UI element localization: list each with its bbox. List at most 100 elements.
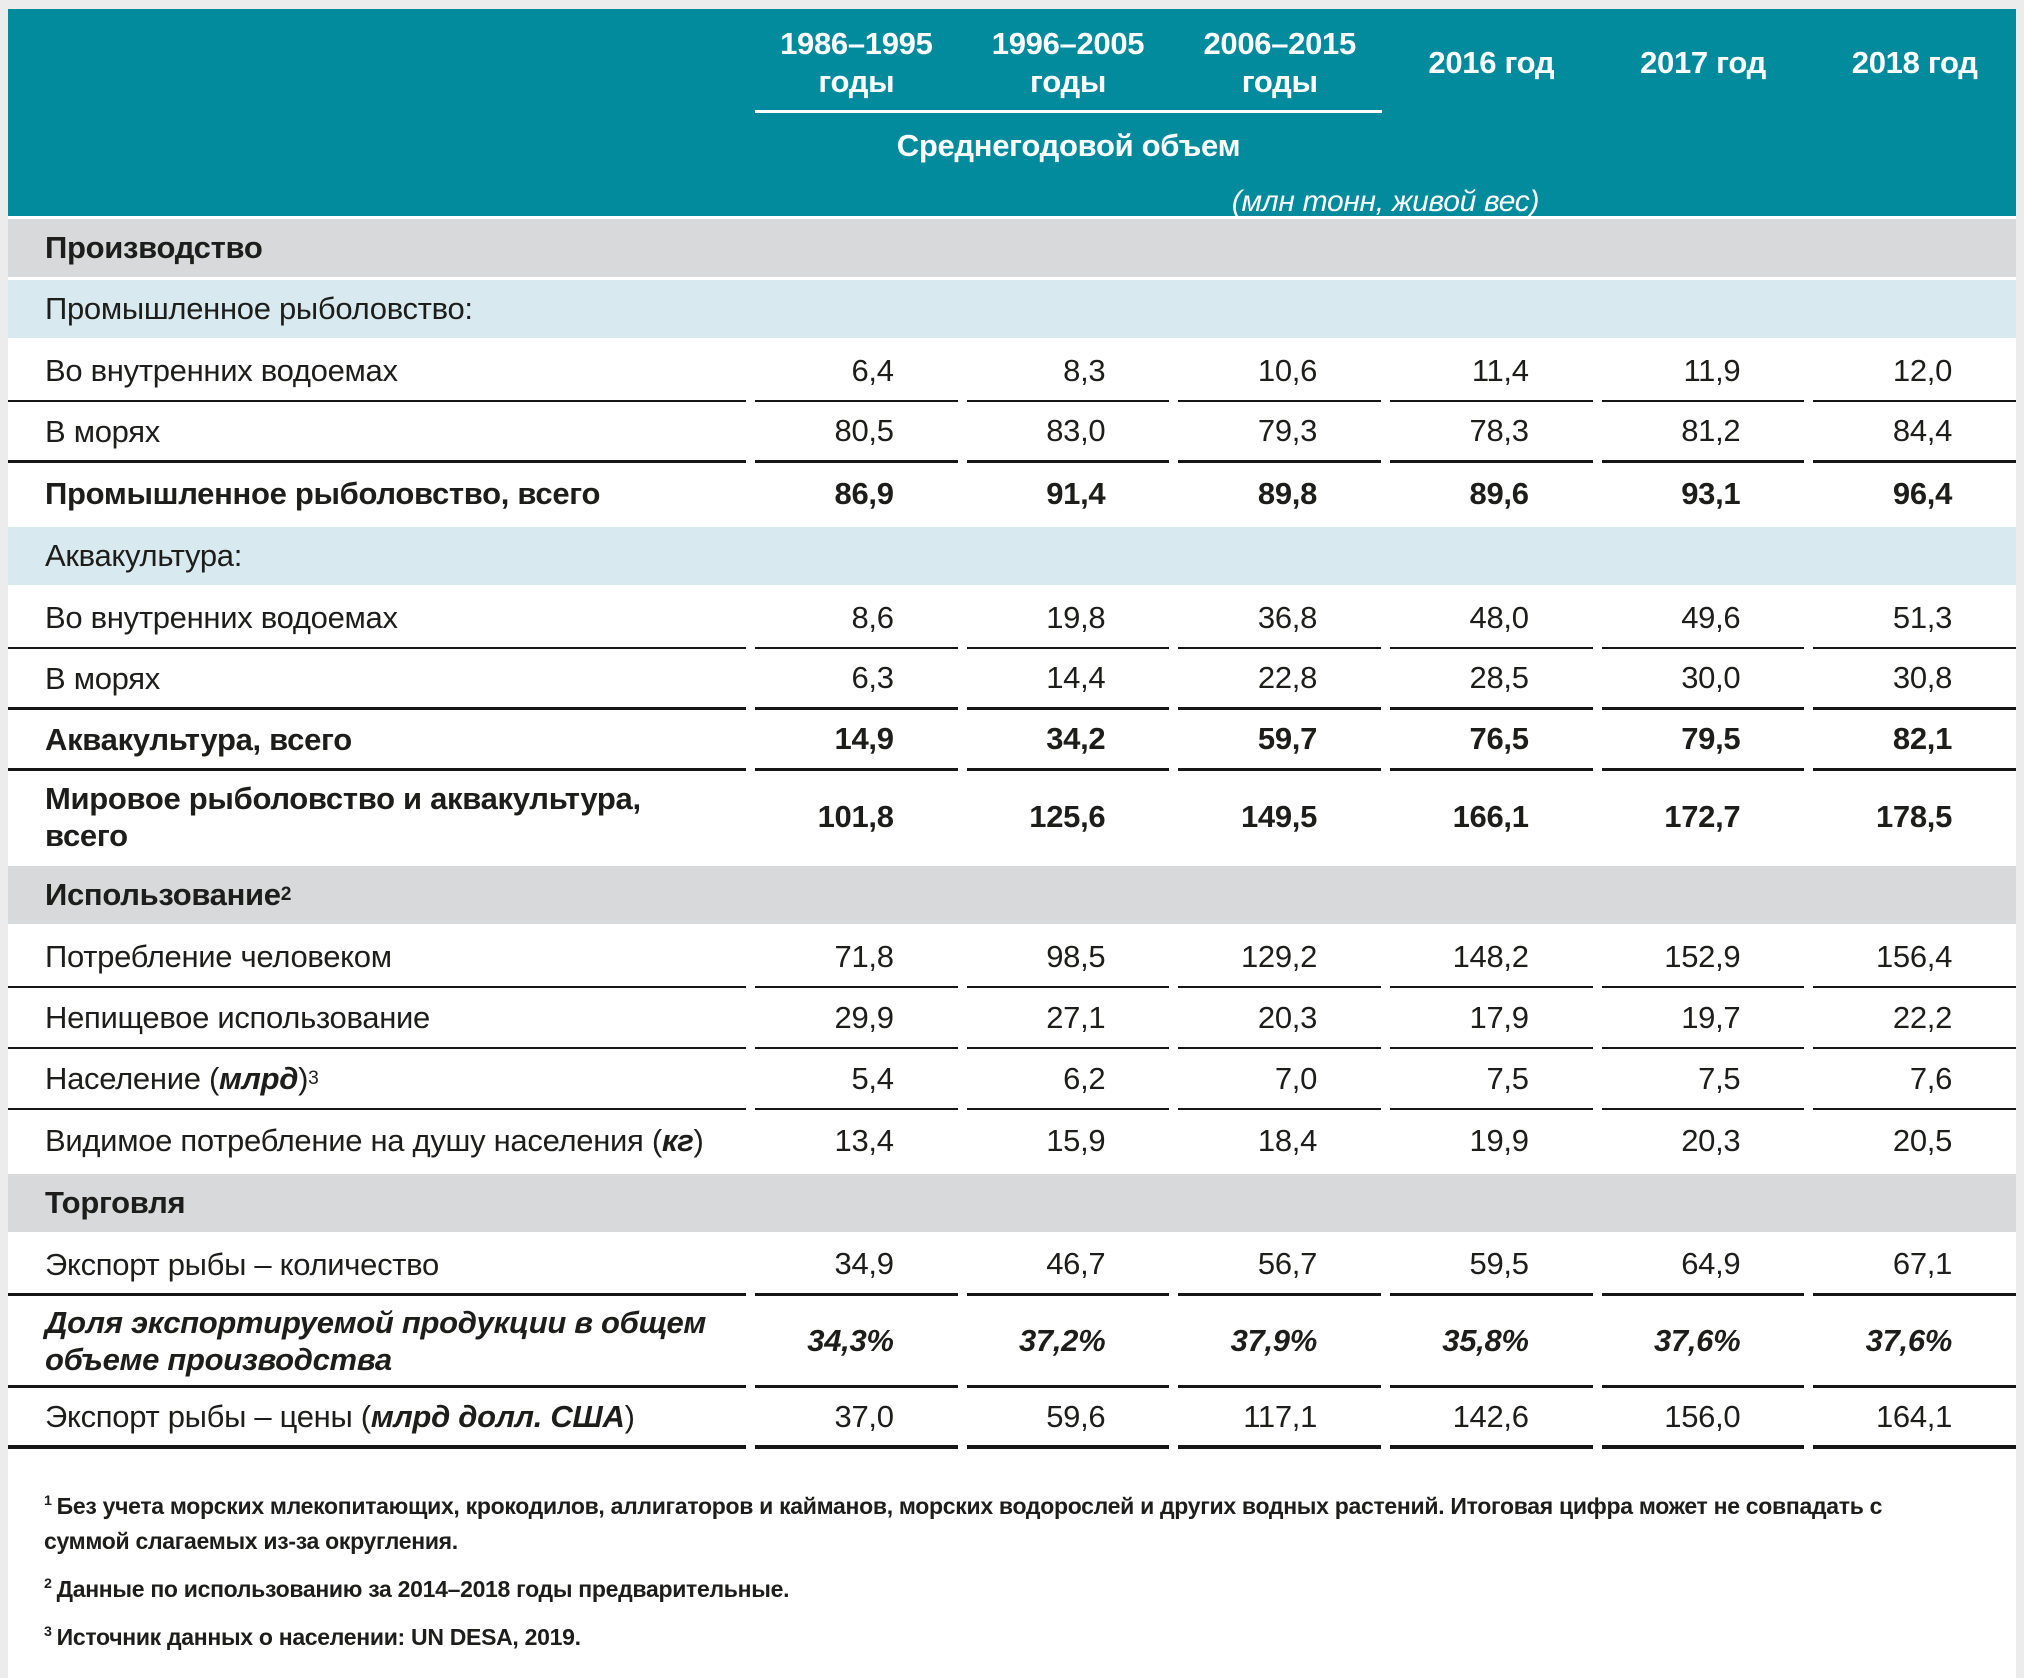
row-value: 22,2	[1813, 988, 2017, 1049]
row-value: 7,0	[1178, 1049, 1382, 1110]
footnote: 2 Данные по использованию за 2014–2018 го…	[44, 1572, 1944, 1607]
row-value: 86,9	[834, 475, 894, 511]
row-value: 7,6	[1813, 1049, 2017, 1110]
section-label: Производство	[8, 219, 2016, 277]
table-row: Видимое потребление на душу населения (к…	[8, 1110, 2016, 1171]
row-value: 156,4	[1813, 927, 2017, 988]
label-text: Доля экспортируемой продукции в общем	[45, 1304, 707, 1340]
year-column-line1: 2016 год	[1428, 45, 1555, 80]
label-text: Непищевое использование	[45, 1000, 430, 1035]
row-value: 7,5	[1601, 1049, 1805, 1110]
row-value: 35,8%	[1390, 1296, 1593, 1388]
row-value: 93,1	[1681, 475, 1741, 511]
subsection-band-row: Аквакультура:	[8, 527, 2016, 585]
table-row: Доля экспортируемой продукции в общем объ…	[8, 1296, 2017, 1388]
row-value: 19,7	[1601, 988, 1805, 1049]
table-row: Непищевое использование 29,9 27,1 20,3 17,9 1…	[8, 988, 2017, 1049]
table-row: Во внутренних водоемах 8,6 19,8 36,8 48,0 49,…	[8, 588, 2017, 649]
footnote: 1 Без учета морских млекопитающих, крокод…	[44, 1489, 1944, 1559]
label-column-spacer	[8, 25, 746, 101]
row-value: 34,9	[755, 1235, 958, 1296]
row-value: 37,6%	[1813, 1296, 2017, 1388]
table-row: В морях 80,5 83,0 79,3 78,3 81,2 84,4	[8, 402, 2017, 463]
row-label: Во внутренних водоемах	[8, 341, 746, 402]
row-value: 79,3	[1178, 402, 1382, 463]
row-label: Видимое потребление на душу населения (к…	[8, 1110, 746, 1171]
row-value: 71,8	[755, 927, 958, 988]
row-value: 6,2	[966, 1049, 1170, 1110]
row-value: 59,6	[966, 1388, 1170, 1449]
year-column-header: 2006–2015 годы	[1178, 25, 1381, 101]
row-label-line: Мировое рыболовство и аквакультура,	[45, 780, 641, 817]
row-value: 11,4	[1390, 341, 1593, 402]
row-value: 117,1	[1178, 1388, 1382, 1449]
row-value: 172,7	[1664, 799, 1741, 834]
row-value: 18,4	[1257, 1122, 1318, 1158]
row-value: 37,9%	[1178, 1296, 1382, 1388]
row-value: 79,5	[1601, 710, 1805, 771]
label-text: Население (	[45, 1061, 219, 1096]
header-units: (млн тонн, живой вес)	[1231, 185, 1540, 218]
row-value: 56,7	[1178, 1235, 1382, 1296]
section-header-row: Торговля	[8, 1174, 2016, 1232]
row-label-lines: Мировое рыболовство и аквакультура, всего	[45, 780, 641, 854]
row-label-lines: Доля экспортируемой продукции в общем объ…	[45, 1304, 706, 1378]
row-value: 48,0	[1390, 588, 1593, 649]
row-value: 20,5	[1892, 1122, 1953, 1158]
year-column-header: 1986–1995 годы	[755, 25, 958, 101]
row-value: 152,9	[1601, 927, 1805, 988]
row-value: 17,9	[1390, 988, 1593, 1049]
row-value: 6,3	[755, 649, 958, 710]
label-text: Видимое потребление на душу населения (	[45, 1123, 662, 1158]
row-value: 89,6	[1469, 475, 1529, 511]
row-value: 49,6	[1601, 588, 1805, 649]
footnote-marker: 3	[44, 1624, 52, 1641]
row-value: 101,8	[817, 799, 894, 834]
year-column-line1: 1986–1995	[780, 26, 933, 61]
table-row: Мировое рыболовство и аквакультура, всего…	[8, 771, 2016, 863]
row-value: 14,4	[966, 649, 1170, 710]
year-column-line1: 2018 год	[1851, 45, 1978, 80]
table-sheet: 1986–1995 годы 1996–2005 годы 2006–2015 годы 2…	[8, 9, 2017, 1678]
row-value: 59,5	[1390, 1235, 1593, 1296]
footnote-marker: 2	[44, 1576, 52, 1593]
row-label: Аквакультура, всего	[8, 710, 746, 771]
row-value: 125,6	[1029, 799, 1106, 834]
label-text: Промышленное рыболовство, всего	[45, 476, 601, 511]
row-value: 148,2	[1390, 927, 1593, 988]
row-value: 37,0	[755, 1388, 958, 1449]
row-value: 30,0	[1601, 649, 1805, 710]
year-column-line1: 1996–2005	[991, 26, 1145, 61]
row-value: 28,5	[1390, 649, 1593, 710]
row-label-line: всего	[45, 817, 641, 854]
row-value: 20,3	[1178, 988, 1382, 1049]
row-value: 156,0	[1601, 1388, 1805, 1449]
row-value: 37,2%	[966, 1296, 1170, 1388]
row-value: 19,8	[966, 588, 1170, 649]
label-text: Аквакультура:	[45, 538, 243, 573]
year-column-line2: годы	[1030, 64, 1106, 99]
row-value: 19,9	[1469, 1122, 1529, 1158]
footnote-marker: 1	[44, 1493, 52, 1510]
year-column-header: 1996–2005 годы	[967, 25, 1170, 101]
row-value: 51,3	[1813, 588, 2017, 649]
row-value: 64,9	[1601, 1235, 1805, 1296]
table-row: Население (млрд) 3 5,4 6,2 7,0 7,5 7,5 7,6	[8, 1049, 2017, 1110]
row-value: 149,5	[1240, 799, 1318, 834]
row-label-line: объеме производства	[45, 1341, 706, 1378]
header-subtitle: Среднегодовой объем	[896, 128, 1241, 163]
row-label: В морях	[8, 649, 746, 710]
subsection-band-row: Промышленное рыболовство:	[8, 280, 2016, 338]
table-row: Экспорт рыбы – количество 34,9 46,7 56,7 59,…	[8, 1235, 2017, 1296]
label-text: Экспорт рыбы – цены (	[45, 1399, 371, 1434]
section-header-row: Использование 2	[8, 866, 2016, 924]
row-value: 84,4	[1813, 402, 2017, 463]
footnote-text: Без учета морских млекопитающих, крокоди…	[44, 1493, 1883, 1554]
row-value: 27,1	[966, 988, 1170, 1049]
table-row: Во внутренних водоемах 6,4 8,3 10,6 11,4 11,9…	[8, 341, 2017, 402]
label-text: Во внутренних водоемах	[45, 353, 398, 388]
section-label: Торговля	[8, 1174, 2016, 1232]
label-text: млрд долл. США	[370, 1399, 625, 1434]
row-label: Во внутренних водоемах	[8, 588, 746, 649]
